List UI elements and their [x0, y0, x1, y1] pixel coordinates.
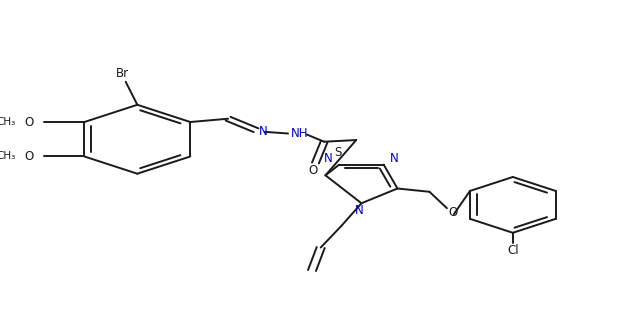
- Text: CH₃: CH₃: [0, 117, 15, 127]
- Text: O: O: [448, 206, 457, 219]
- Text: Cl: Cl: [507, 244, 519, 257]
- Text: CH₃: CH₃: [0, 152, 15, 162]
- Text: O: O: [308, 164, 317, 177]
- Text: N: N: [355, 204, 364, 217]
- Text: O: O: [25, 150, 33, 163]
- Text: N: N: [259, 125, 268, 138]
- Text: N: N: [390, 152, 399, 165]
- Text: O: O: [25, 116, 33, 128]
- Text: Br: Br: [116, 67, 129, 80]
- Text: S: S: [334, 146, 342, 159]
- Text: N: N: [324, 152, 333, 165]
- Text: NH: NH: [291, 127, 308, 140]
